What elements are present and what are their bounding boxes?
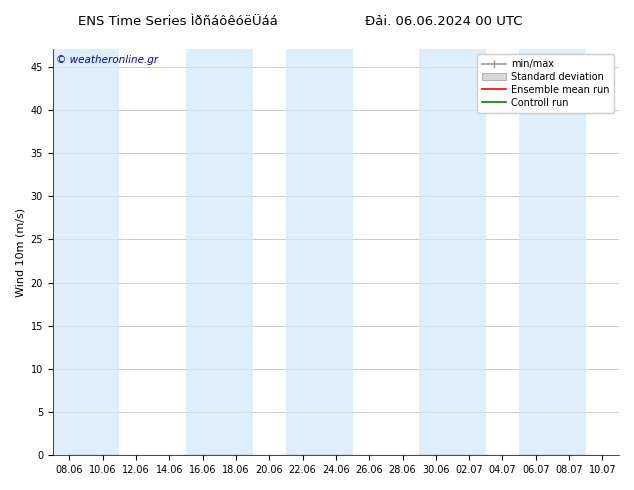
Y-axis label: Wind 10m (m/s): Wind 10m (m/s) — [15, 208, 25, 297]
Legend: min/max, Standard deviation, Ensemble mean run, Controll run: min/max, Standard deviation, Ensemble me… — [477, 54, 614, 113]
Bar — [419, 49, 486, 455]
Text: ENS Time Series ÌðñáôêóëÜáá: ENS Time Series ÌðñáôêóëÜáá — [77, 15, 278, 28]
Bar — [53, 49, 119, 455]
Bar — [519, 49, 586, 455]
Text: Đải. 06.06.2024 00 UTC: Đải. 06.06.2024 00 UTC — [365, 15, 522, 28]
Bar — [186, 49, 252, 455]
Text: © weatheronline.gr: © weatheronline.gr — [56, 55, 158, 65]
Bar — [286, 49, 353, 455]
